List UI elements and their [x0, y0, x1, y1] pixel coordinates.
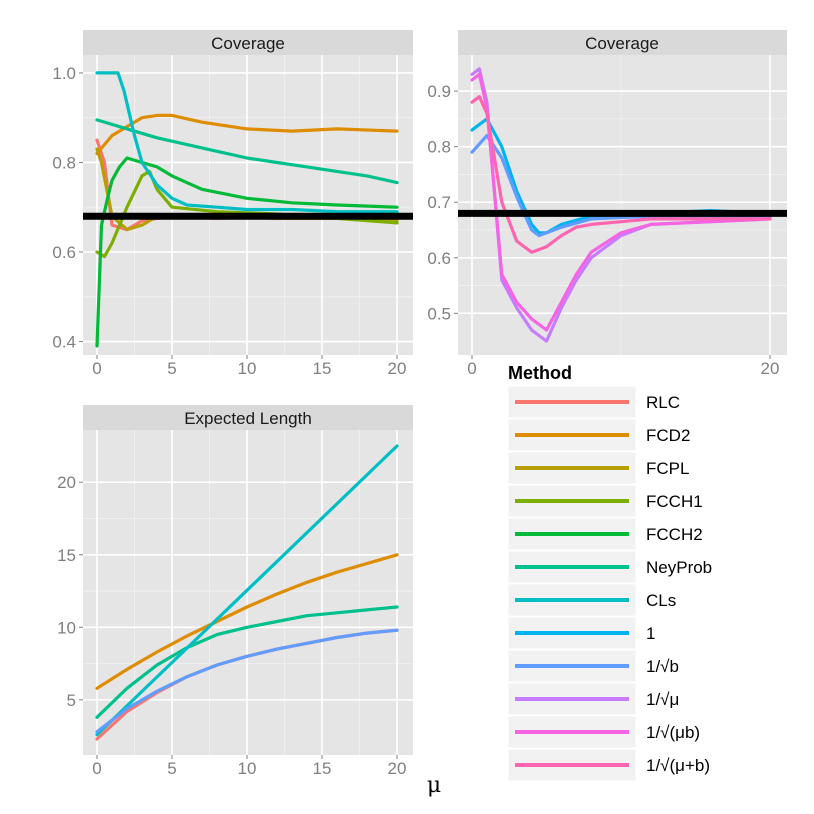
legend-title: Method [508, 363, 572, 383]
legend-item-1-b: 1/√(μ+b) [507, 748, 710, 782]
y-tick-label: 0.4 [52, 333, 76, 352]
legend: Method RLC FCD2 FCPL FCCH1 FCCH2 NeyProb CLs 1 1… [496, 355, 724, 782]
x-axis-ticks: 0 20 [467, 355, 779, 378]
x-tick-label: 20 [388, 759, 407, 778]
legend-label: 1/√b [646, 657, 679, 676]
x-axis-ticks: 0 5 10 15 20 [92, 755, 406, 778]
legend-label: 1/√μ [646, 690, 679, 709]
legend-label: 1/√(μ+b) [646, 756, 710, 775]
y-tick-label: 1.0 [52, 64, 76, 83]
y-tick-label: 0.8 [52, 153, 76, 172]
series-line-fcch2 [95, 156, 399, 348]
legend-item-1-b: 1/√b [507, 649, 679, 683]
y-axis-ticks: 0.4 0.6 0.8 1.0 [52, 64, 83, 352]
series-line-neyprob [95, 605, 399, 719]
legend-item-1-b: 1/√(μb) [507, 715, 700, 749]
legend-label: CLs [646, 591, 676, 610]
legend-item-fcch2: FCCH2 [507, 517, 703, 551]
x-tick-label: 10 [238, 759, 257, 778]
x-tick-label: 0 [467, 359, 476, 378]
legend-label: NeyProb [646, 558, 712, 577]
panel-title-expected-length: Expected Length [184, 409, 312, 428]
legend-label: FCD2 [646, 426, 690, 445]
series-line-1-b [470, 95, 772, 254]
strip-background [458, 30, 787, 55]
x-axis-label: μ [427, 773, 441, 798]
legend-label: FCCH1 [646, 492, 703, 511]
expected-length-panel: Expected Length 5 10 15 20 0 5 10 15 20 [57, 405, 413, 778]
legend-item-rlc: RLC [507, 385, 680, 419]
panel-title-coverage-left: Coverage [211, 34, 285, 53]
legend-item-1: 1/√μ [507, 682, 679, 716]
legend-label: FCPL [646, 459, 689, 478]
gridlines [83, 430, 413, 755]
legend-label: 1 [646, 624, 655, 643]
legend-item-fcch1: FCCH1 [507, 484, 703, 518]
plot-background [458, 55, 787, 355]
y-tick-label: 0.6 [52, 243, 76, 262]
y-axis-ticks: 5 10 15 20 [57, 473, 83, 710]
series-line-cls [95, 71, 399, 214]
x-tick-label: 15 [313, 759, 332, 778]
x-tick-label: 10 [238, 359, 257, 378]
y-tick-label: 10 [57, 618, 76, 637]
legend-label: 1/√(μb) [646, 723, 700, 742]
x-axis-ticks: 0 5 10 15 20 [92, 355, 406, 378]
coverage-panel-left: Coverage 0.4 0.6 0.8 1.0 0 5 10 15 20 [52, 30, 413, 378]
strip-background [83, 405, 413, 430]
y-tick-label: 20 [57, 473, 76, 492]
y-tick-label: 15 [57, 546, 76, 565]
series-lines [95, 444, 399, 741]
y-tick-label: 0.8 [427, 138, 451, 157]
y-tick-label: 0.5 [427, 304, 451, 323]
legend-item-fcpl: FCPL [507, 451, 689, 485]
panel-title-coverage-right: Coverage [585, 34, 659, 53]
legend-item-fcd2: FCD2 [507, 418, 690, 452]
strip-background [83, 30, 413, 55]
legend-item-neyprob: NeyProb [507, 550, 712, 584]
x-tick-label: 0 [92, 759, 101, 778]
x-tick-label: 0 [92, 359, 101, 378]
series-line-fcd2 [95, 553, 399, 690]
coverage-panel-right: Coverage 0.5 0.6 0.7 0.8 0.9 0 20 [427, 30, 787, 378]
y-tick-label: 0.6 [427, 249, 451, 268]
x-tick-label: 20 [761, 359, 780, 378]
gridlines [458, 55, 787, 355]
legend-item-1: 1 [507, 616, 655, 650]
y-tick-label: 0.9 [427, 82, 451, 101]
series-lines [470, 67, 772, 343]
series-line-1-b [95, 628, 399, 734]
legend-item-cls: CLs [507, 583, 676, 617]
legend-label: FCCH2 [646, 525, 703, 544]
x-tick-label: 15 [313, 359, 332, 378]
x-tick-label: 5 [167, 359, 176, 378]
y-axis-ticks: 0.5 0.6 0.7 0.8 0.9 [427, 82, 458, 323]
y-tick-label: 5 [67, 691, 76, 710]
x-tick-label: 20 [388, 359, 407, 378]
series-line-cls [95, 444, 399, 737]
series-line-fcd2 [95, 113, 399, 156]
legend-label: RLC [646, 393, 680, 412]
y-tick-label: 0.7 [427, 193, 451, 212]
series-line-neyprob [95, 118, 399, 185]
x-tick-label: 5 [167, 759, 176, 778]
